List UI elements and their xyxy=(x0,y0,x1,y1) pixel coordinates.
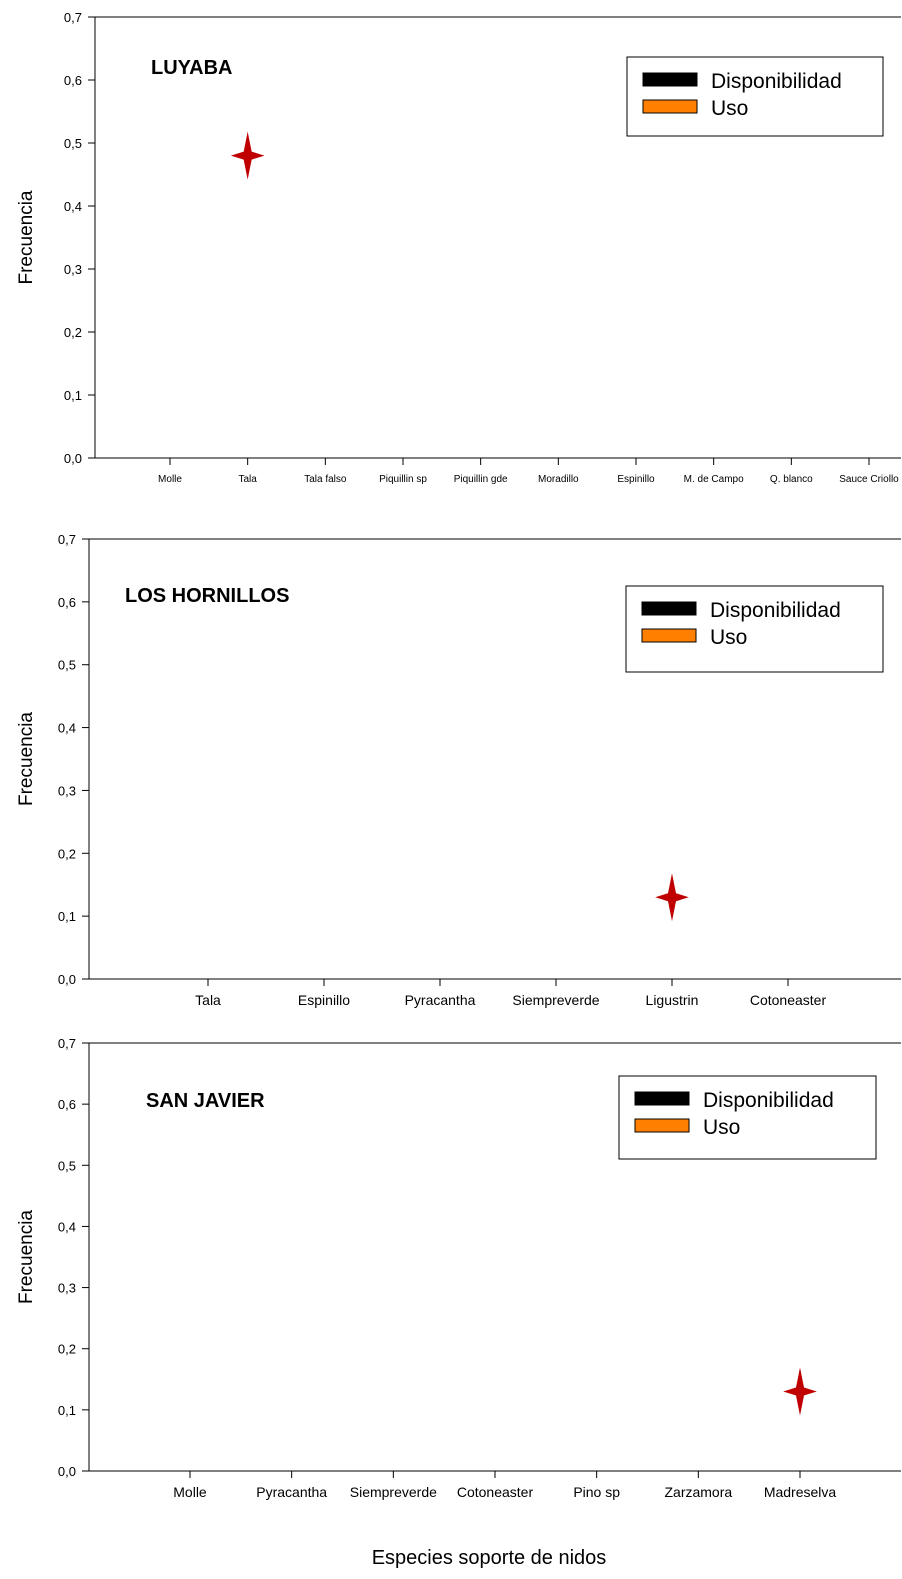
y-tick-label: 0,4 xyxy=(58,721,76,736)
x-tick-label: Q. blanco xyxy=(770,474,813,485)
legend-box xyxy=(626,56,884,137)
legend-swatch xyxy=(641,601,697,616)
x-axis-label: Especies soporte de nidos xyxy=(372,1547,607,1569)
plot-frame xyxy=(94,16,901,459)
legend-entry: Uso xyxy=(710,626,747,649)
x-tick-label: Molle xyxy=(173,1484,207,1500)
x-tick-label: Tala xyxy=(238,474,257,485)
y-tick-label: 0,0 xyxy=(58,1464,76,1479)
y-axis-label: Frecuencia xyxy=(16,190,37,284)
y-tick-label: 0,3 xyxy=(58,1281,76,1296)
y-tick-label: 0,7 xyxy=(58,532,76,547)
legend-swatch xyxy=(642,99,698,114)
legend: Disponibilidad Uso xyxy=(626,56,884,137)
chart-panel-3: 0,0 0,1 0,2 0,3 0,4 0,5 0,6 0,7 Molle Pyracantha S… xyxy=(16,1036,901,1569)
y-tick-label: 0,4 xyxy=(58,1219,76,1234)
x-tick-label: M. de Campo xyxy=(684,474,744,485)
x-tick-label: Molle xyxy=(158,474,182,485)
legend-swatch xyxy=(641,628,697,643)
x-tick-label: Siempreverde xyxy=(512,992,599,1008)
y-tick-label: 0,1 xyxy=(58,1403,76,1418)
y-tick-label: 0,3 xyxy=(64,262,82,277)
y-tick-label: 0,2 xyxy=(58,1342,76,1357)
y-axis-label: Frecuencia xyxy=(16,1210,37,1304)
y-tick-label: 0,5 xyxy=(64,136,82,151)
y-axis-label: Frecuencia xyxy=(16,712,37,806)
x-tick-label: Ligustrin xyxy=(646,992,699,1008)
data-point xyxy=(230,131,265,180)
x-tick-label: Moradillo xyxy=(538,474,579,485)
panel-title: LOS HORNILLOS xyxy=(125,585,289,607)
legend-entry: Disponibilidad xyxy=(710,599,841,622)
y-tick-label: 0,6 xyxy=(64,73,82,88)
y-tick-label: 0,6 xyxy=(58,1097,76,1112)
legend-entry: Disponibilidad xyxy=(711,70,842,93)
x-tick-label: Piquillin sp xyxy=(379,474,427,485)
x-tick-label: Tala xyxy=(195,992,221,1008)
x-tick-label: Sauce Criollo xyxy=(839,474,899,485)
legend-swatch xyxy=(634,1118,690,1133)
y-tick-label: 0,5 xyxy=(58,658,76,673)
panel-title: SAN JAVIER xyxy=(146,1090,265,1112)
legend-entry: Uso xyxy=(703,1116,740,1139)
x-tick-label: Piquillin gde xyxy=(454,474,508,485)
chart-panel-2: 0,0 0,1 0,2 0,3 0,4 0,5 0,6 0,7 Tala Espinillo Pyr… xyxy=(16,532,901,1008)
x-tick-label: Madreselva xyxy=(764,1484,837,1500)
data-point xyxy=(655,873,689,922)
panel-title: LUYABA xyxy=(151,57,233,79)
y-tick-label: 0,2 xyxy=(64,325,82,340)
y-tick-label: 0,3 xyxy=(58,783,76,798)
y-tick-label: 0,2 xyxy=(58,846,76,861)
y-tick-label: 0,7 xyxy=(64,10,82,25)
x-tick-label: Siempreverde xyxy=(350,1484,437,1500)
y-tick-label: 0,1 xyxy=(58,909,76,924)
legend-entry: Uso xyxy=(711,97,748,120)
chart-panel-1: 0,0 0,1 0,2 0,3 0,4 0,5 0,6 0,7 Molle Tala Tala fa… xyxy=(16,10,901,485)
y-tick-label: 0,0 xyxy=(64,451,82,466)
y-tick-label: 0,6 xyxy=(58,595,76,610)
x-tick-label: Pyracantha xyxy=(405,992,476,1008)
y-tick-label: 0,7 xyxy=(58,1036,76,1051)
data-point xyxy=(783,1367,817,1416)
x-tick-label: Zarzamora xyxy=(664,1484,732,1500)
x-tick-label: Cotoneaster xyxy=(457,1484,534,1500)
legend-entry: Disponibilidad xyxy=(703,1089,834,1112)
x-tick-label: Tala falso xyxy=(304,474,347,485)
x-tick-label: Pino sp xyxy=(573,1484,620,1500)
legend: Disponibilidad Uso xyxy=(625,585,884,673)
x-tick-label: Pyracantha xyxy=(256,1484,327,1500)
legend-swatch xyxy=(634,1091,690,1106)
y-tick-label: 0,0 xyxy=(58,972,76,987)
plot-frame xyxy=(88,538,901,980)
y-tick-label: 0,4 xyxy=(64,199,82,214)
legend: Disponibilidad Uso xyxy=(618,1075,877,1160)
legend-swatch xyxy=(642,72,698,87)
x-tick-label: Espinillo xyxy=(298,992,350,1008)
y-tick-label: 0,5 xyxy=(58,1158,76,1173)
legend-box xyxy=(618,1075,877,1160)
x-tick-label: Cotoneaster xyxy=(750,992,827,1008)
y-tick-label: 0,1 xyxy=(64,388,82,403)
x-tick-label: Espinillo xyxy=(617,474,655,485)
